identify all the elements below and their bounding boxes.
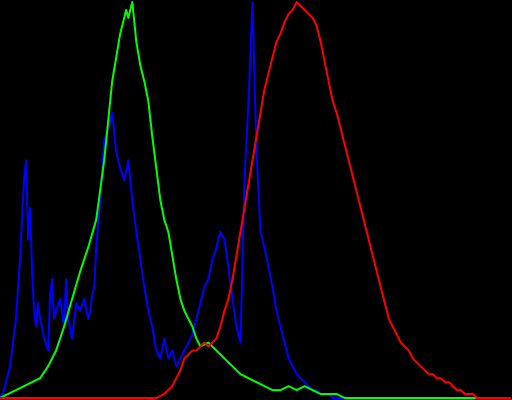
series-line-3: [0, 1, 511, 399]
plot-background: [0, 0, 512, 400]
series-layer: [0, 1, 511, 399]
series-line-2: [0, 1, 511, 399]
histogram-chart: [0, 0, 512, 400]
